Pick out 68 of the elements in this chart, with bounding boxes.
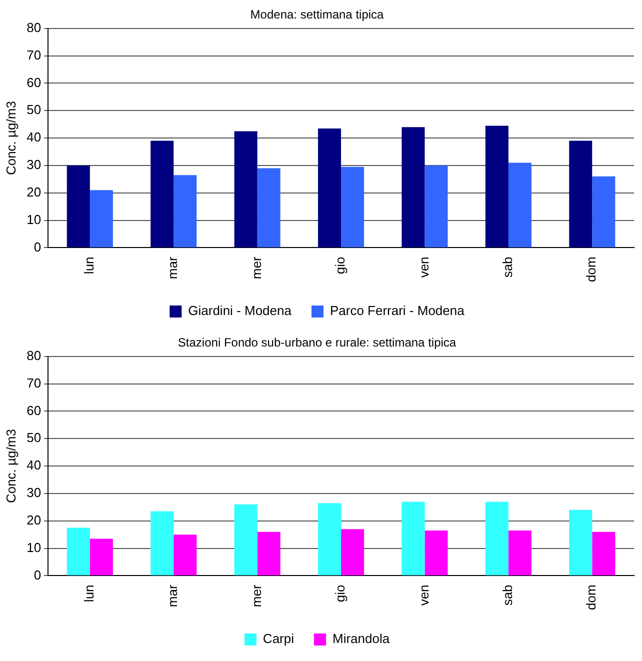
y-tick-label: 20: [26, 184, 42, 200]
x-tick-label: dom: [584, 256, 599, 282]
y-tick-label: 60: [26, 402, 42, 418]
bar: [592, 532, 616, 576]
bar: [150, 511, 174, 576]
bar: [341, 166, 364, 248]
x-tick-label: lun: [81, 584, 96, 602]
legend-label: Mirandola: [332, 631, 390, 646]
bar: [318, 503, 342, 576]
y-tick-label: 70: [26, 47, 42, 62]
bar: [508, 162, 532, 248]
x-tick-label: ven: [416, 256, 432, 278]
bar: [318, 128, 342, 248]
legend-label: Carpi: [262, 631, 294, 646]
y-tick-label: 0: [34, 239, 42, 254]
bar: [234, 131, 258, 248]
y-tick-label: 80: [26, 348, 42, 363]
y-tick-label: 40: [26, 458, 42, 473]
x-tick-label: mer: [248, 584, 264, 608]
bar: [592, 176, 616, 248]
bar: [257, 532, 280, 576]
y-tick-label: 80: [26, 20, 42, 35]
bar: [257, 168, 280, 248]
chart-title: Modena: settimana tipica: [250, 8, 384, 22]
bar: [569, 510, 592, 576]
x-tick-label: dom: [584, 584, 599, 610]
bar: [424, 165, 448, 248]
y-tick-label: 10: [26, 212, 42, 227]
bar: [174, 534, 197, 576]
legend-label: Giardini - Modena: [188, 303, 292, 318]
bar: [485, 126, 508, 248]
y-tick-label: 30: [26, 485, 42, 500]
x-tick-label: mar: [165, 256, 180, 280]
bar: [90, 190, 113, 248]
bar: [234, 504, 258, 576]
x-tick-label: sab: [500, 256, 516, 278]
y-tick-label: 10: [26, 540, 42, 555]
bar: [508, 530, 532, 576]
legend-label: Parco Ferrari - Modena: [330, 303, 466, 318]
y-axis-title: Conc. µg/m3: [3, 101, 18, 176]
bar: [66, 528, 90, 576]
y-tick-label: 50: [26, 102, 42, 118]
y-tick-label: 0: [34, 567, 42, 582]
bar: [66, 165, 90, 248]
x-tick-label: gio: [332, 584, 348, 602]
bar: [150, 140, 174, 248]
bar: [569, 140, 592, 248]
chart-title: Stazioni Fondo sub-urbano e rurale: settimana tipica: [178, 336, 456, 350]
bar: [174, 175, 197, 248]
y-tick-label: 60: [26, 74, 42, 90]
x-tick-label: ven: [416, 584, 432, 606]
x-tick-label: mer: [248, 256, 264, 280]
x-tick-label: mar: [165, 584, 180, 608]
bar: [341, 529, 364, 576]
bar: [424, 530, 448, 576]
y-tick-label: 30: [26, 157, 42, 172]
x-tick-label: sab: [500, 584, 516, 606]
y-tick-label: 70: [26, 375, 42, 390]
x-tick-label: gio: [332, 256, 348, 274]
bar: [402, 502, 425, 576]
bar: [402, 127, 425, 248]
bar: [90, 538, 113, 576]
y-tick-label: 40: [26, 130, 42, 145]
bar: [485, 502, 508, 576]
y-tick-label: 50: [26, 430, 42, 446]
x-tick-label: lun: [81, 256, 96, 274]
y-axis-title: Conc. µg/m3: [3, 429, 18, 504]
y-tick-label: 20: [26, 512, 42, 528]
